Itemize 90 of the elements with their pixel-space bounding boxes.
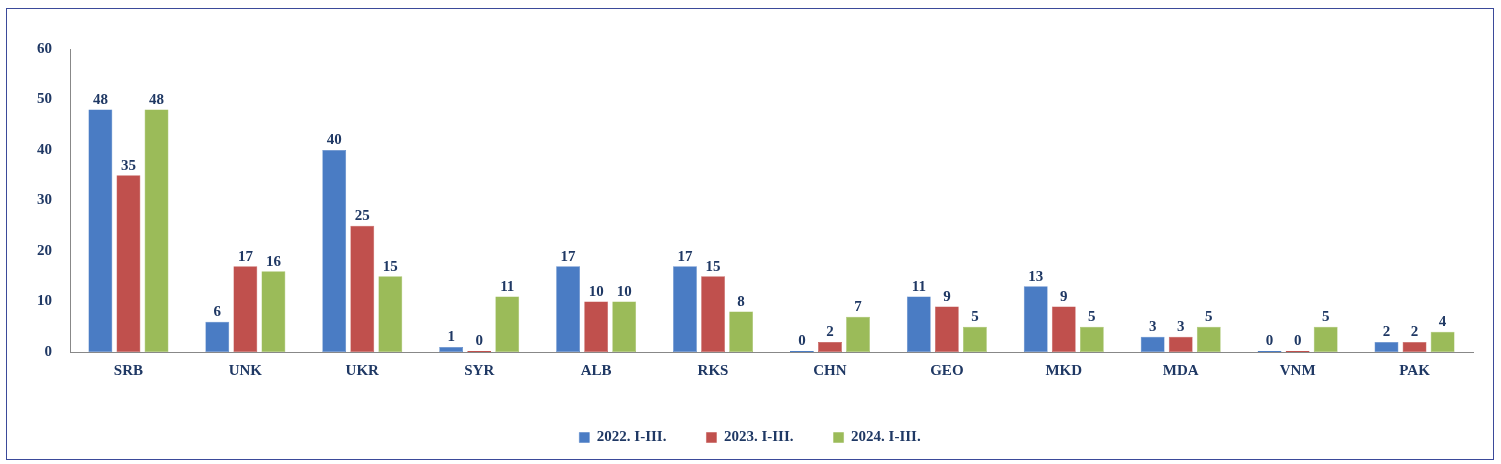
- x-tick-label: SYR: [464, 361, 495, 378]
- x-tick-label: ALB: [580, 361, 612, 378]
- data-label: 2: [826, 323, 834, 340]
- bar: [233, 266, 258, 352]
- bar: [906, 296, 931, 352]
- bar: [88, 109, 113, 352]
- y-tick-label: 0: [44, 342, 52, 359]
- data-label: 6: [213, 303, 222, 320]
- data-label: 15: [705, 257, 721, 274]
- data-label: 17: [237, 247, 254, 264]
- data-label: 17: [677, 247, 693, 264]
- bar: [1051, 306, 1076, 352]
- bar: [1374, 341, 1399, 352]
- bar: [1079, 326, 1104, 352]
- x-tick-label: PAK: [1399, 361, 1431, 378]
- data-label: 13: [1028, 267, 1044, 284]
- x-tick-label: CHN: [813, 361, 847, 378]
- data-label: 0: [798, 332, 806, 349]
- data-label: 40: [326, 131, 342, 148]
- x-tick-label: VNM: [1279, 361, 1316, 378]
- bar: [673, 266, 697, 352]
- y-tick-label: 40: [37, 140, 52, 157]
- y-tick-label: 10: [37, 292, 52, 309]
- data-label: 3: [1148, 318, 1157, 335]
- data-label: 9: [1060, 287, 1068, 304]
- bar: [1313, 326, 1338, 352]
- data-label: 48: [149, 90, 165, 107]
- bar: [963, 326, 987, 352]
- bar: [144, 109, 169, 352]
- data-label: 48: [92, 90, 108, 107]
- legend-label: 2024. I-III.: [851, 428, 921, 445]
- bar: [116, 175, 141, 352]
- legend-label: 2023. I-III.: [723, 428, 794, 445]
- bar: [378, 276, 403, 352]
- data-label: 17: [560, 247, 577, 264]
- data-label: 3: [1176, 318, 1185, 335]
- bar: [584, 301, 609, 352]
- bar: [1140, 336, 1165, 352]
- x-tick-label: RKS: [697, 361, 729, 378]
- data-label: 10: [588, 282, 604, 299]
- bar: [701, 276, 725, 352]
- data-label: 8: [737, 292, 745, 309]
- x-tick-label: GEO: [930, 361, 964, 378]
- data-label: 0: [1265, 332, 1274, 349]
- x-tick-label: UNK: [228, 361, 263, 378]
- data-label: 0: [475, 332, 483, 349]
- bar: [612, 301, 637, 352]
- data-label: 11: [500, 277, 515, 294]
- data-label: 1: [447, 328, 455, 345]
- bar: [350, 225, 375, 352]
- data-label: 5: [1088, 308, 1096, 325]
- bar: [818, 341, 842, 352]
- x-tick-label: MDA: [1162, 361, 1199, 378]
- data-label: 2: [1410, 323, 1419, 340]
- x-tick-label: UKR: [345, 361, 380, 378]
- legend-label: 2022. I-III.: [596, 428, 667, 445]
- bar: [846, 316, 870, 352]
- data-label: 15: [382, 257, 398, 274]
- data-label: 9: [943, 287, 951, 304]
- x-tick-label: MKD: [1045, 361, 1083, 378]
- bar: [934, 306, 959, 352]
- bar: [1196, 326, 1221, 352]
- bar: [495, 296, 520, 352]
- bar: [205, 321, 230, 352]
- bar: [729, 311, 754, 352]
- y-tick-label: 50: [37, 90, 52, 107]
- bar: [1402, 341, 1427, 352]
- bar: [1023, 286, 1048, 352]
- data-label: 0: [1293, 332, 1302, 349]
- data-label: 7: [854, 298, 863, 315]
- data-label: 35: [120, 156, 136, 173]
- data-label: 4: [1438, 313, 1447, 330]
- y-tick-label: 60: [37, 39, 52, 56]
- bar: [1168, 336, 1193, 352]
- data-label: 16: [265, 252, 282, 269]
- data-label: 2: [1382, 323, 1391, 340]
- data-label: 11: [911, 277, 926, 294]
- data-label: 5: [1321, 308, 1330, 325]
- bar: [261, 271, 286, 352]
- data-label: 25: [354, 207, 370, 224]
- x-tick-label: SRB: [113, 361, 144, 378]
- data-label: 5: [971, 308, 979, 325]
- data-label: 10: [616, 282, 632, 299]
- y-tick-label: 20: [37, 241, 52, 258]
- bar: [1430, 331, 1455, 352]
- y-tick-label: 30: [37, 191, 52, 208]
- bar: [322, 150, 347, 352]
- data-label: 5: [1205, 308, 1213, 325]
- bar: [556, 266, 580, 352]
- bar: [439, 346, 464, 352]
